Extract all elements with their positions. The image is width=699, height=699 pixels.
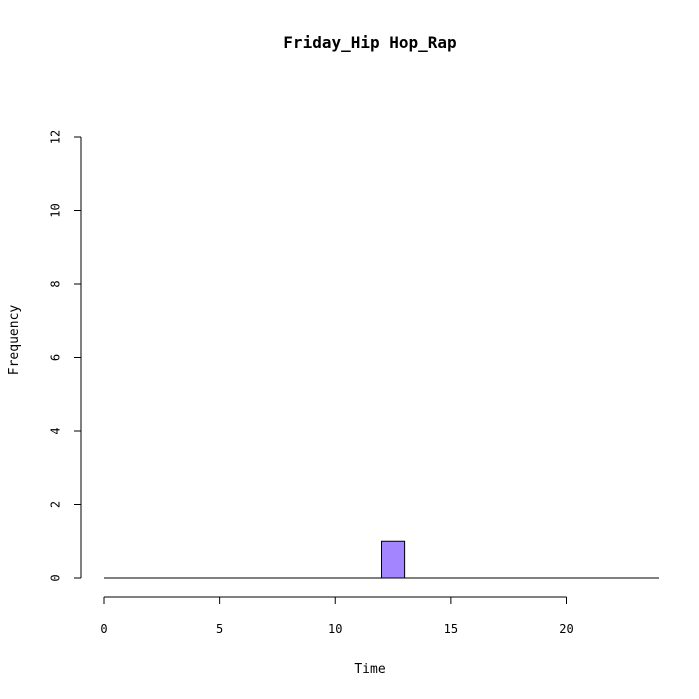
y-axis: 0 2 4 6 8 10 12	[49, 130, 82, 582]
y-tick-label: 4	[49, 427, 63, 434]
y-tick-label: 10	[49, 203, 63, 217]
x-axis-label: Time	[354, 662, 385, 677]
x-tick-label: 0	[100, 622, 107, 636]
x-tick-label: 10	[328, 622, 342, 636]
y-tick-label: 2	[49, 501, 63, 508]
x-tick-label: 15	[444, 622, 458, 636]
y-axis-label: Frequency	[7, 305, 22, 376]
y-tick-label: 0	[49, 574, 63, 581]
chart-title: Friday_Hip Hop_Rap	[283, 33, 456, 52]
histogram-bar	[381, 540, 406, 579]
x-tick-label: 5	[216, 622, 223, 636]
x-tick-label: 20	[559, 622, 573, 636]
y-tick-label: 6	[49, 354, 63, 361]
y-tick-label: 12	[49, 130, 63, 144]
x-axis: 0 5 10 15 20	[100, 596, 574, 636]
plot-layer	[104, 540, 659, 579]
y-tick-label: 8	[49, 280, 63, 287]
